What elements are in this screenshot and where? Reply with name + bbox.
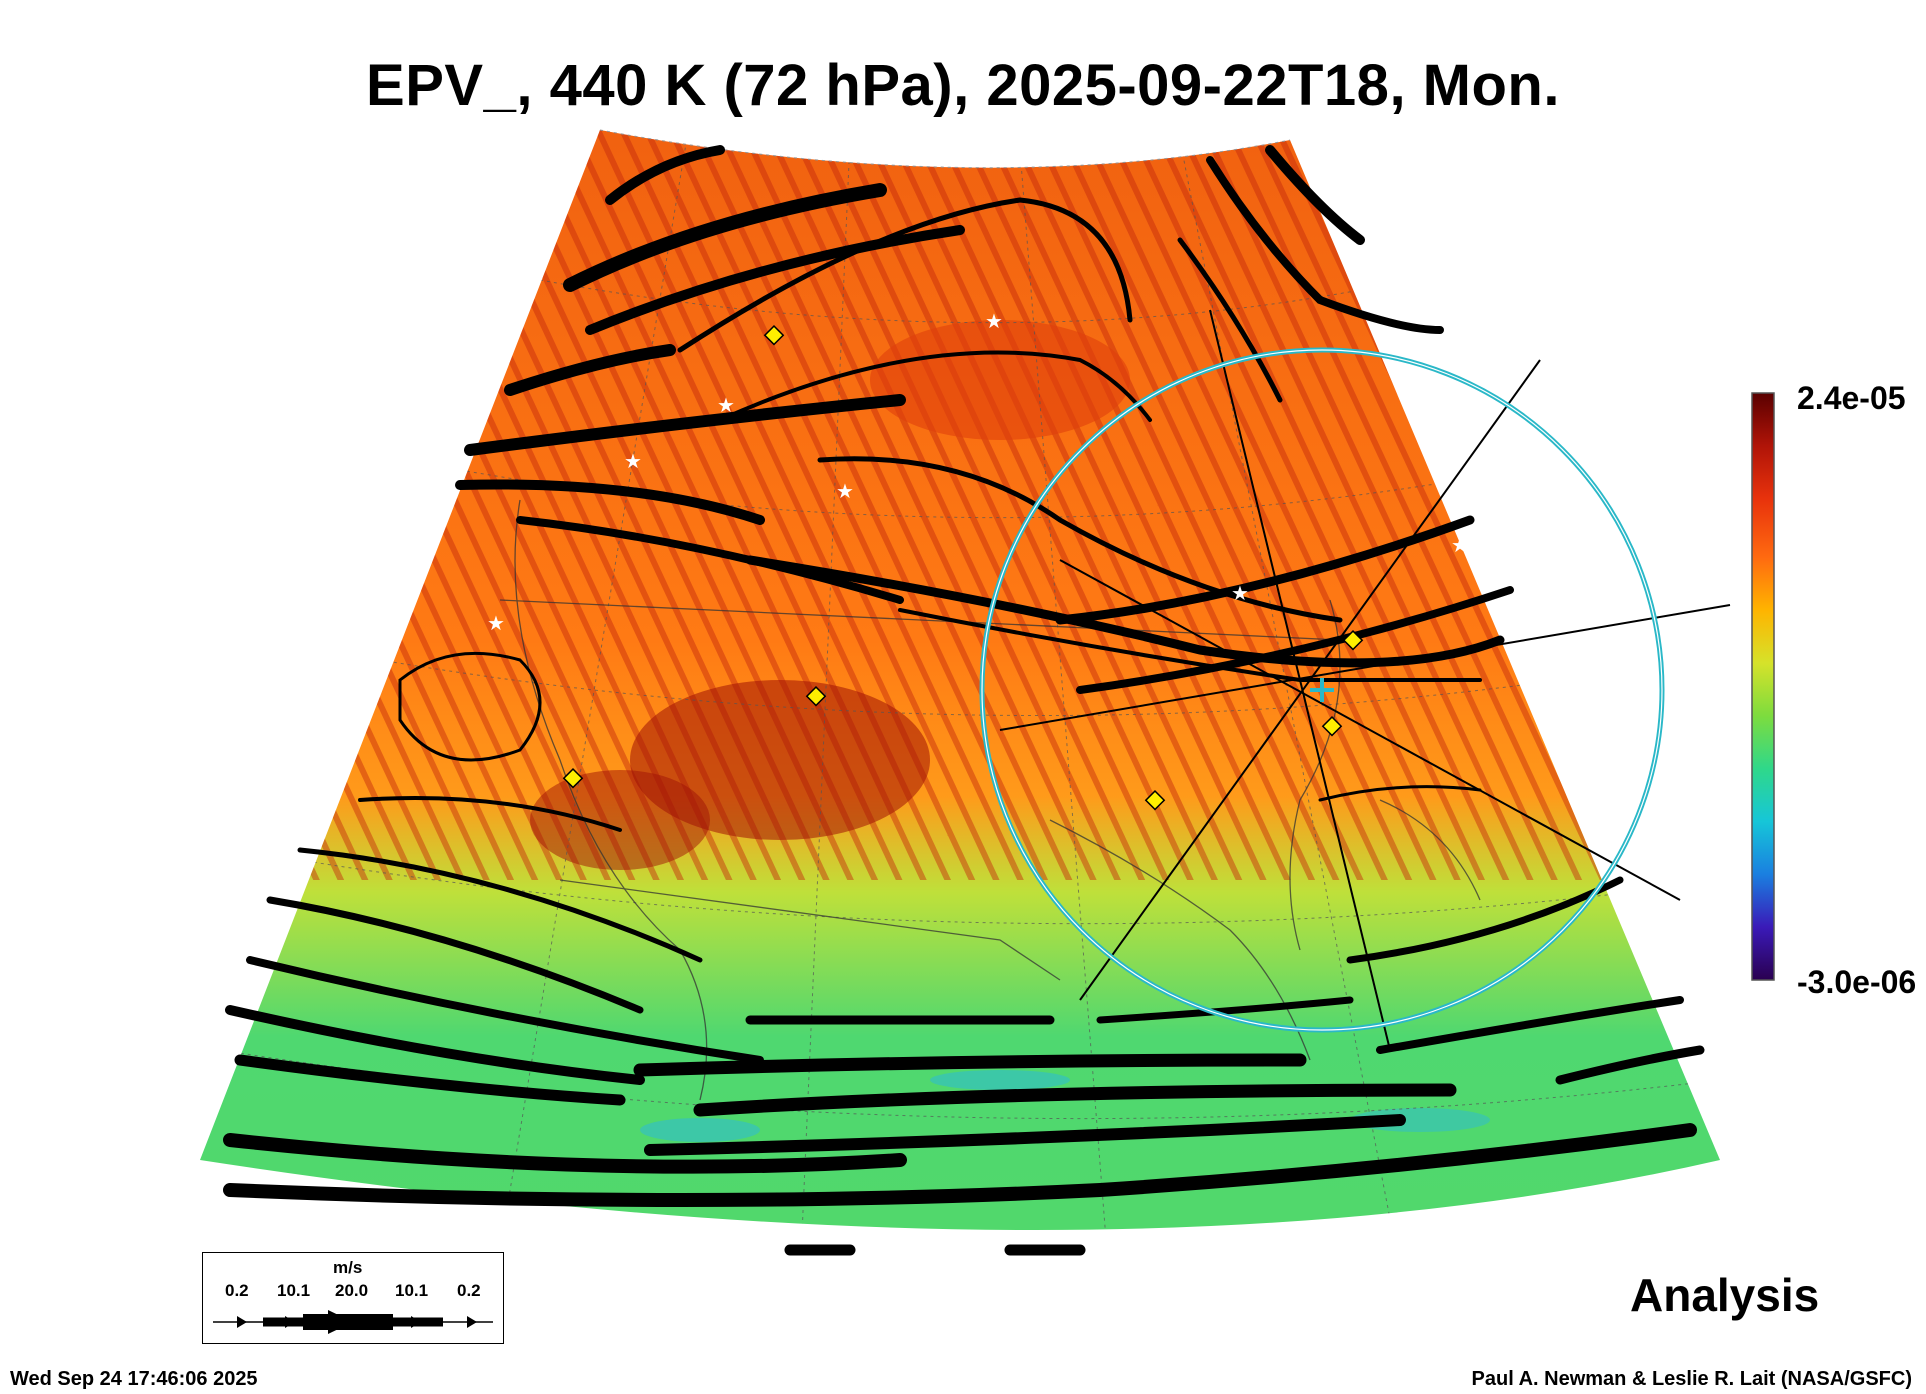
cross-section-lines [999, 309, 1731, 1051]
timestamp: Wed Sep 24 17:46:06 2025 [10, 1368, 258, 1390]
station-stars: ★ ★ ★ ★ ★ ★ ★ [487, 309, 1469, 635]
colorbar-max-label: 2.4e-05 [1797, 380, 1906, 416]
star-icon: ★ [717, 393, 735, 417]
legend-unit: m/s [333, 1258, 363, 1277]
diamond-icon [562, 768, 584, 789]
legend-tick: 0.2 [457, 1281, 481, 1300]
credit-line: Paul A. Newman & Leslie R. Lait (NASA/GS… [1471, 1368, 1912, 1390]
legend-tick: 20.0 [335, 1281, 369, 1300]
star-icon: ★ [1451, 533, 1469, 557]
product-label: Analysis [1630, 1269, 1820, 1321]
diamond-icon [1321, 716, 1343, 737]
colorbar-min-label: -3.0e-06 [1797, 964, 1917, 1000]
star-icon: ★ [836, 479, 854, 503]
star-icon: ★ [985, 309, 1003, 333]
diamond-icon [1144, 790, 1166, 811]
colorbar [1751, 392, 1775, 981]
center-star-icon [1310, 678, 1334, 702]
epv-field [200, 130, 1720, 1230]
diamond-icon [805, 686, 827, 707]
legend-arrow-scale [213, 1310, 493, 1334]
wind-speed-legend: m/s 0.2 10.1 20.0 10.1 0.2 [202, 1252, 504, 1344]
star-icon: ★ [1231, 581, 1249, 605]
plot-title: EPV_, 440 K (72 hPa), 2025-09-22T18, Mon… [366, 53, 1560, 118]
wind-streamlines [223, 145, 1705, 1256]
star-icon: ★ [487, 611, 505, 635]
station-diamonds [562, 325, 1364, 811]
star-icon: ★ [624, 449, 642, 473]
diamond-icon [1342, 630, 1364, 651]
legend-tick: 10.1 [395, 1281, 429, 1300]
legend-tick: 10.1 [277, 1281, 311, 1300]
legend-tick: 0.2 [225, 1281, 249, 1300]
diamond-icon [763, 325, 785, 346]
